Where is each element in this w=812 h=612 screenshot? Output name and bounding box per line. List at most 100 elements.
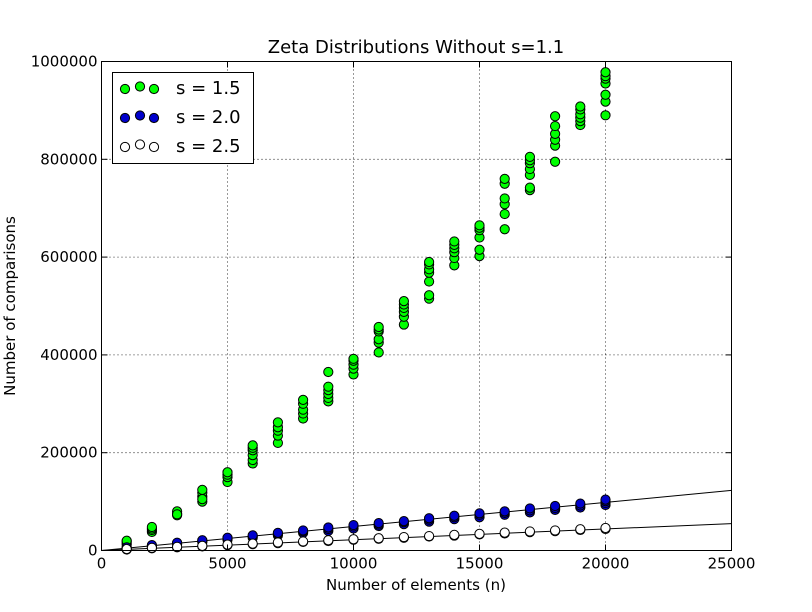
- data-point: [550, 156, 561, 167]
- data-point: [600, 67, 611, 78]
- data-point: [247, 440, 258, 451]
- chart-title: Zeta Distributions Without s=1.1: [268, 37, 564, 58]
- legend-marker: [148, 141, 160, 153]
- data-point: [524, 182, 536, 193]
- data-point: [197, 484, 208, 495]
- data-point: [398, 516, 409, 527]
- data-point: [424, 290, 435, 301]
- data-point: [600, 110, 611, 121]
- data-point: [197, 494, 208, 505]
- data-point: [272, 417, 283, 428]
- data-point: [348, 353, 359, 364]
- data-point: [373, 347, 384, 358]
- data-point: [524, 151, 536, 162]
- y-tick-label: 600000: [40, 248, 97, 266]
- data-point: [398, 531, 409, 543]
- data-point: [348, 534, 359, 545]
- data-point: [323, 535, 334, 546]
- data-point: [600, 522, 611, 534]
- legend-marker: [148, 112, 160, 124]
- data-point: [121, 543, 132, 555]
- y-tick-label: 200000: [40, 444, 97, 462]
- legend-marker: [134, 81, 146, 92]
- data-point: [449, 236, 460, 247]
- data-point: [197, 540, 208, 551]
- data-point: [499, 173, 510, 184]
- data-point: [222, 467, 233, 478]
- data-point: [298, 525, 309, 536]
- data-point: [474, 508, 485, 519]
- data-point: [499, 193, 510, 204]
- plot-frame: [101, 61, 732, 551]
- data-point: [474, 220, 485, 231]
- data-point: [499, 506, 510, 517]
- data-point: [323, 366, 334, 378]
- series-2-points: [121, 522, 611, 555]
- legend-label: s = 2.0: [176, 107, 241, 128]
- axis-ticks: 0 5000 10000 15000 20000 25000 0 200000 400000 60…: [31, 53, 756, 573]
- series-0-points: [121, 67, 611, 550]
- y-tick-label: 800000: [40, 150, 97, 168]
- data-point: [146, 521, 157, 533]
- x-tick-label: 0: [97, 555, 107, 573]
- y-tick-label: 1000000: [31, 53, 98, 71]
- data-point: [524, 526, 536, 537]
- x-axis-label: Number of elements (n): [326, 576, 506, 594]
- data-point: [424, 256, 435, 268]
- legend-marker: [119, 112, 131, 124]
- data-point: [575, 524, 586, 535]
- data-point: [424, 513, 435, 524]
- data-point: [499, 224, 510, 235]
- data-point: [424, 276, 435, 287]
- legend: s = 1.5 s = 2.0 s = 2.5: [112, 72, 254, 164]
- data-point: [348, 519, 359, 531]
- legend-marker: [119, 141, 131, 153]
- data-point: [499, 208, 510, 220]
- data-point: [424, 530, 435, 542]
- x-tick-label: 10000: [330, 555, 378, 573]
- data-point: [550, 500, 561, 512]
- legend-marker: [134, 110, 146, 121]
- data-point: [449, 510, 460, 521]
- y-tick-label: 0: [88, 542, 98, 560]
- data-point: [474, 528, 485, 539]
- legend-label: s = 1.5: [176, 78, 241, 99]
- legend-label: s = 2.5: [176, 136, 241, 157]
- legend-marker: [148, 83, 160, 95]
- data-point: [600, 494, 611, 505]
- data-point: [298, 394, 309, 405]
- y-tick-label: 400000: [40, 346, 97, 364]
- data-point: [323, 522, 334, 533]
- data-point: [575, 498, 586, 509]
- data-point: [550, 120, 561, 132]
- data-point: [550, 525, 561, 536]
- data-point: [499, 527, 510, 538]
- data-point: [550, 111, 561, 122]
- data-point: [323, 381, 334, 392]
- x-tick-label: 15000: [456, 555, 504, 573]
- y-axis-label: Number of comparisons: [1, 216, 19, 396]
- x-tick-label: 25000: [708, 555, 756, 573]
- data-point: [449, 529, 460, 540]
- legend-marker: [119, 83, 131, 95]
- data-point: [298, 536, 309, 547]
- data-point: [272, 537, 283, 548]
- data-point: [172, 541, 183, 552]
- x-tick-label: 5000: [208, 555, 246, 573]
- data-point: [600, 89, 611, 100]
- data-point: [272, 527, 283, 538]
- data-point: [146, 542, 157, 553]
- data-point: [575, 101, 586, 112]
- data-point: [172, 509, 183, 520]
- data-point: [373, 518, 384, 529]
- data-point: [373, 321, 384, 333]
- data-point: [373, 533, 384, 544]
- data-point: [398, 296, 409, 307]
- data-points: [121, 67, 611, 555]
- data-point: [247, 538, 258, 549]
- data-point: [474, 244, 485, 255]
- x-tick-label: 20000: [582, 555, 630, 573]
- legend-marker: [134, 139, 146, 150]
- data-point: [524, 503, 536, 514]
